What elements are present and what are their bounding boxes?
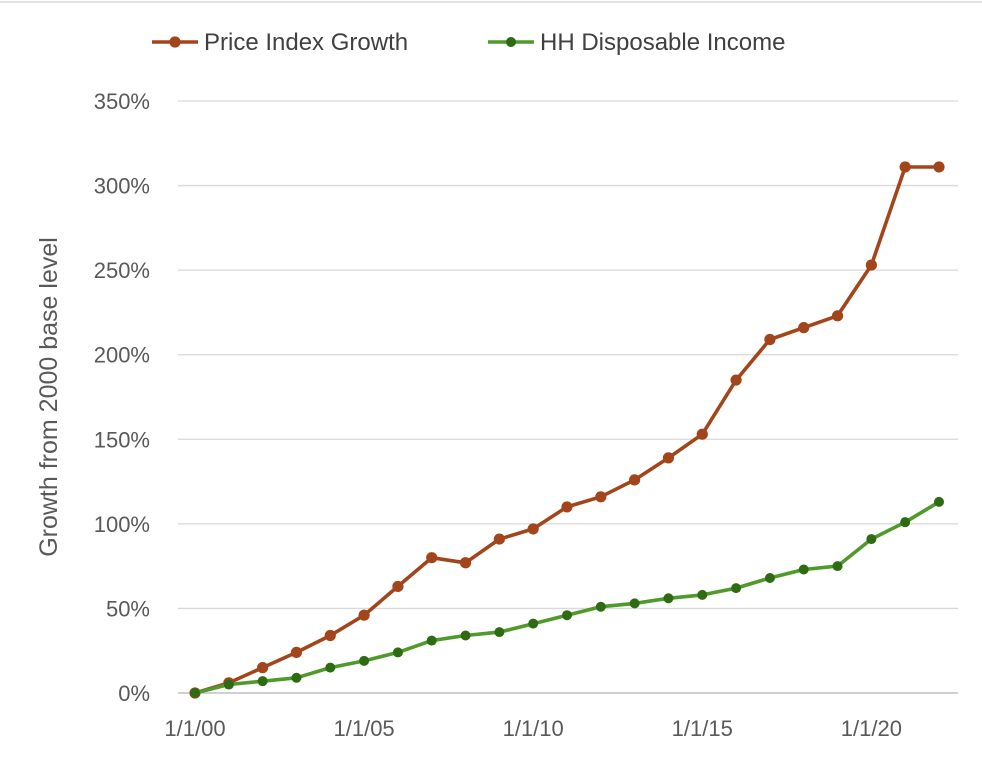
data-point — [528, 618, 539, 629]
series-layer — [189, 161, 945, 699]
y-axis-title: Growth from 2000 base level — [35, 237, 63, 557]
data-point — [697, 589, 708, 600]
series-hh-disposable-income — [190, 496, 944, 698]
data-point — [764, 572, 775, 583]
y-tick-label: 250% — [94, 258, 150, 283]
data-point — [494, 627, 505, 638]
data-point — [629, 474, 641, 486]
data-point — [290, 646, 303, 659]
gridlines — [178, 100, 958, 694]
x-tick-label: 1/1/05 — [334, 716, 395, 741]
data-point — [662, 452, 675, 464]
data-point — [493, 533, 505, 545]
data-point — [731, 583, 742, 594]
data-point — [324, 629, 336, 642]
data-point — [798, 564, 809, 575]
data-point — [392, 580, 404, 593]
data-point — [730, 374, 742, 386]
y-tick-label: 300% — [94, 174, 150, 199]
data-point — [527, 523, 539, 535]
data-point — [899, 161, 911, 173]
data-point — [561, 501, 573, 513]
data-point — [426, 635, 437, 646]
data-point — [696, 428, 708, 440]
x-tick-label: 1/1/15 — [672, 716, 733, 741]
data-point — [865, 259, 877, 271]
data-point — [798, 322, 810, 334]
legend-label: HH Disposable Income — [540, 29, 785, 56]
x-tick-label: 1/1/10 — [503, 716, 564, 741]
data-point — [562, 610, 572, 621]
data-point — [764, 333, 776, 346]
y-tick-label: 50% — [106, 596, 150, 621]
data-point — [459, 557, 472, 569]
data-point — [629, 598, 640, 609]
data-point — [831, 310, 844, 322]
legend-label: Price Index Growth — [204, 29, 408, 56]
data-point — [595, 491, 607, 503]
y-tick-label: 0% — [118, 681, 150, 706]
data-point — [900, 517, 911, 528]
data-point — [832, 561, 843, 572]
data-point — [190, 688, 200, 698]
data-point — [663, 593, 674, 604]
data-point — [866, 534, 877, 545]
y-tick-label: 200% — [94, 343, 150, 368]
y-tick-label: 350% — [94, 89, 150, 114]
data-point — [595, 601, 606, 612]
legend-marker — [169, 36, 181, 48]
data-point — [359, 655, 370, 666]
data-point — [392, 647, 403, 658]
data-point — [934, 496, 944, 507]
y-tick-label: 100% — [94, 512, 150, 537]
data-point — [358, 609, 370, 621]
data-point — [426, 552, 438, 564]
legend: Price Index Growth HH Disposable Income — [152, 29, 785, 56]
data-point — [460, 630, 471, 641]
x-axis-tick-labels: 1/1/00 1/1/05 1/1/10 1/1/15 1/1/20 — [164, 716, 902, 741]
y-axis-tick-labels: 0% 50% 100% 150% 200% 250% 300% 350% — [94, 89, 150, 706]
series-line — [193, 500, 941, 695]
data-point — [257, 676, 268, 687]
legend-marker — [506, 37, 516, 47]
legend-entry: Price Index Growth — [152, 29, 408, 56]
data-point — [257, 662, 269, 674]
data-point — [933, 161, 945, 173]
y-tick-label: 150% — [94, 427, 150, 452]
data-point — [325, 662, 336, 673]
x-tick-label: 1/1/00 — [164, 716, 225, 741]
data-point — [223, 679, 234, 690]
x-tick-label: 1/1/20 — [841, 716, 902, 741]
data-point — [291, 672, 302, 683]
legend-entry: HH Disposable Income — [488, 29, 785, 56]
